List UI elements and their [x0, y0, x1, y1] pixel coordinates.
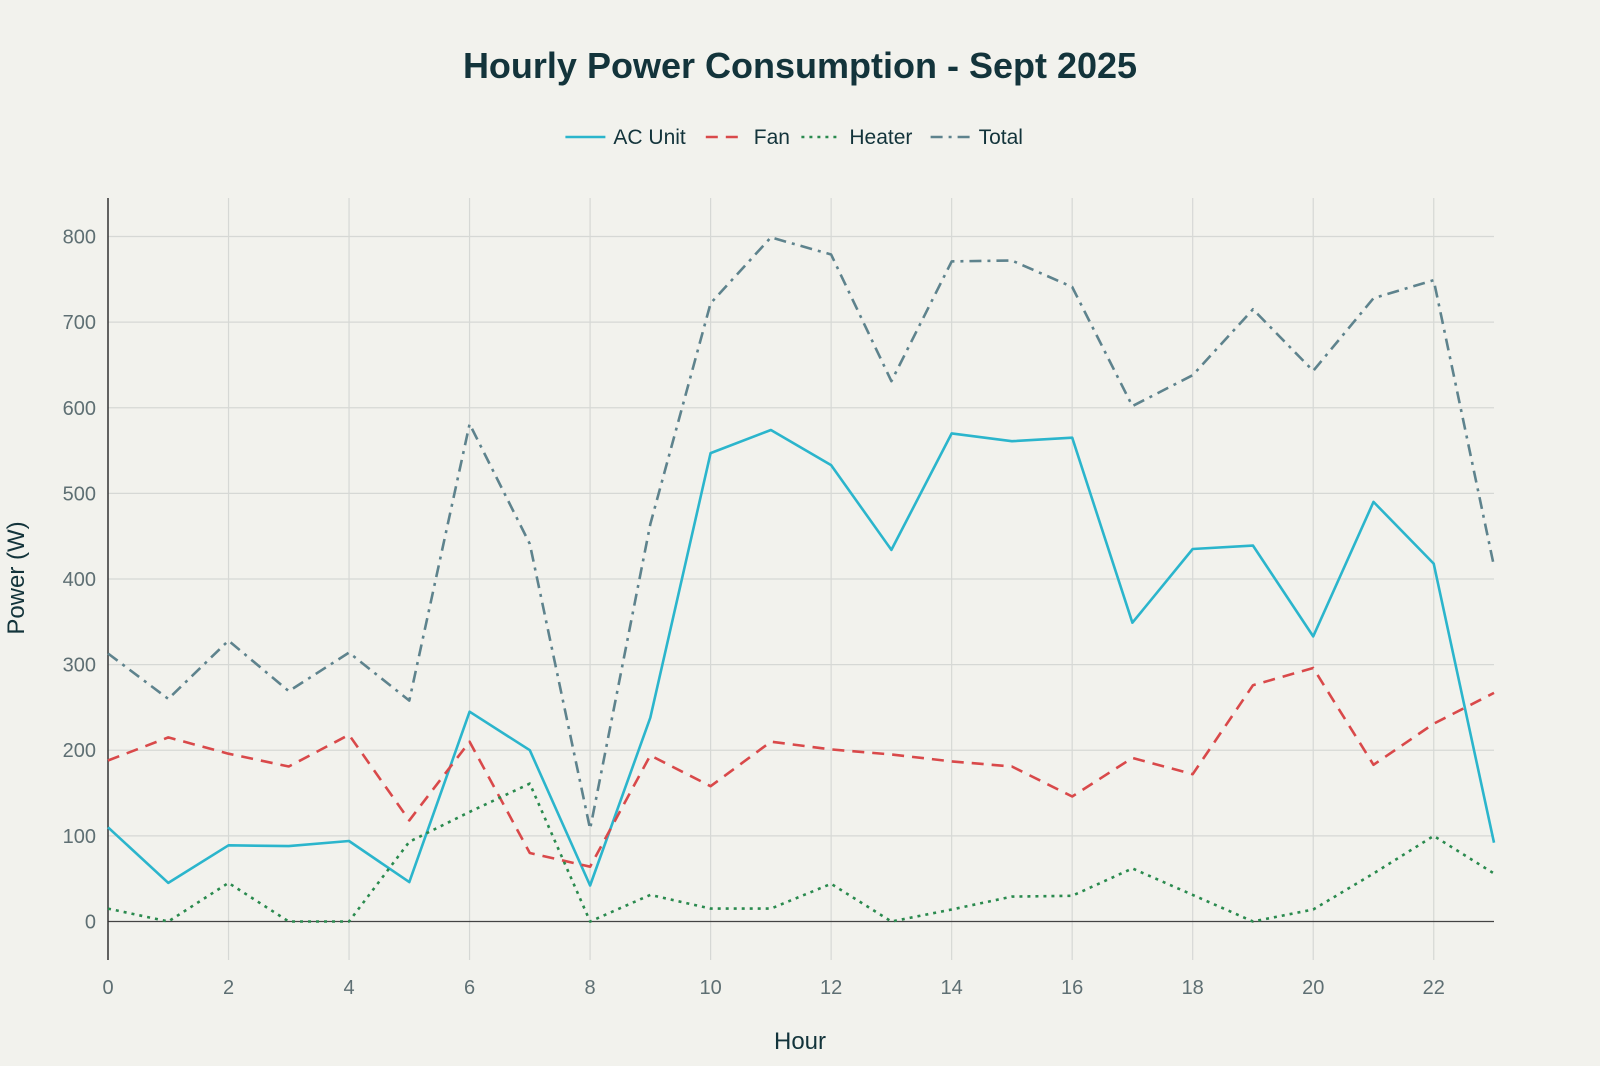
y-tick-label: 300 — [63, 655, 96, 677]
y-tick-label: 600 — [63, 398, 96, 420]
x-tick-label: 6 — [464, 977, 475, 999]
x-tick-label: 14 — [941, 977, 963, 999]
chart-title: Hourly Power Consumption - Sept 2025 — [463, 45, 1137, 86]
y-tick-label: 100 — [63, 826, 96, 848]
y-tick-label: 500 — [63, 483, 96, 505]
grid — [108, 198, 1494, 960]
y-tick-label: 700 — [63, 312, 96, 334]
x-tick-label: 0 — [102, 977, 113, 999]
legend-item[interactable]: Total — [930, 126, 1023, 149]
legend-label: Fan — [754, 126, 790, 149]
series-line-ac-unit — [107, 428, 1496, 887]
y-tick-label: 200 — [63, 740, 96, 762]
legend-label: AC Unit — [613, 126, 686, 149]
y-tick-label: 800 — [63, 227, 96, 249]
x-tick-label: 12 — [820, 977, 842, 999]
x-tick-label: 16 — [1061, 977, 1083, 999]
legend-label: Heater — [849, 126, 912, 149]
series-line-heater — [107, 782, 1495, 923]
legend-label: Total — [979, 126, 1023, 149]
x-tick-label: 18 — [1182, 977, 1204, 999]
y-axis-title: Power (W) — [3, 521, 30, 634]
x-tick-label: 10 — [699, 977, 721, 999]
x-tick-label: 2 — [223, 977, 234, 999]
legend-item[interactable]: Fan — [705, 126, 790, 149]
axes: 0 2 4 6 8 10 12 14 16 18 20 22 0 100 200 300 400 500 600 70… — [63, 198, 1494, 999]
x-tick-label: 8 — [585, 977, 596, 999]
y-tick-label: 400 — [63, 569, 96, 591]
series-group — [107, 236, 1496, 923]
x-tick-label: 4 — [343, 977, 354, 999]
legend-item[interactable]: Heater — [801, 126, 912, 149]
series-line-fan — [107, 666, 1495, 869]
y-tick-label: 0 — [85, 911, 96, 933]
x-tick-label: 22 — [1423, 977, 1445, 999]
x-axis-title: Hour — [774, 1028, 826, 1055]
series-line-total — [107, 236, 1496, 831]
legend: AC Unit Fan Heater Total — [565, 126, 1023, 149]
x-tick-label: 20 — [1302, 977, 1324, 999]
legend-item[interactable]: AC Unit — [565, 126, 686, 149]
